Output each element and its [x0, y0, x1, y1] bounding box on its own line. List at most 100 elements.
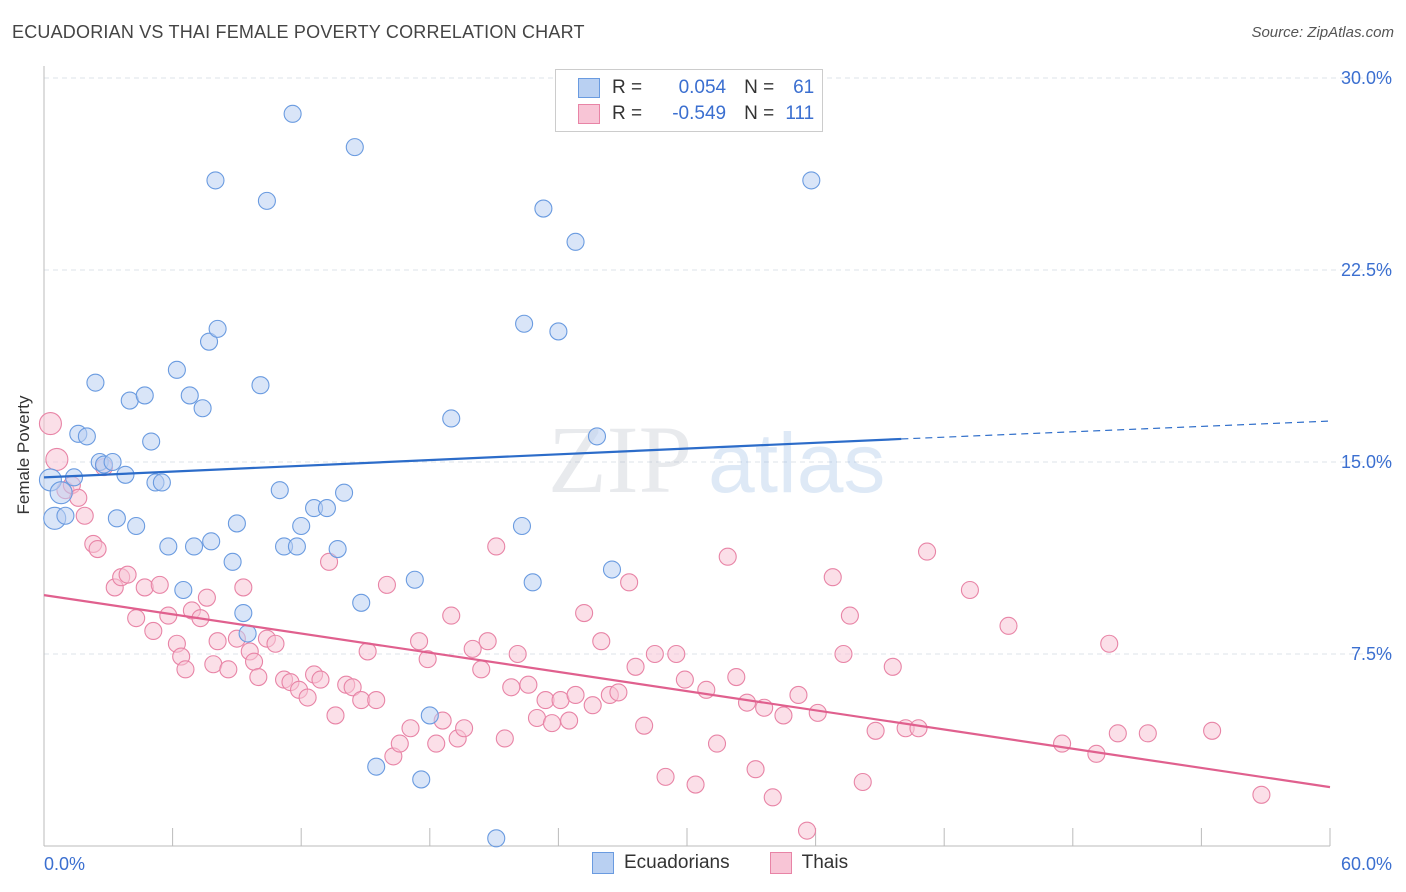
- thais-point: [219, 660, 238, 679]
- thais-point: [609, 683, 628, 702]
- ecuadorians-point: [86, 373, 105, 392]
- thais-point: [377, 575, 396, 594]
- thais-point: [583, 696, 602, 715]
- ecuadorians-point: [523, 573, 542, 592]
- chart-title: ECUADORIAN VS THAI FEMALE POVERTY CORREL…: [12, 22, 585, 42]
- thais-point: [487, 537, 506, 556]
- legend-r-label: R =: [612, 103, 643, 124]
- ecuadorians-point: [283, 104, 302, 123]
- thais-point: [808, 703, 827, 722]
- thais-point: [244, 652, 264, 671]
- thais-point: [853, 772, 872, 792]
- thais-point: [478, 632, 497, 651]
- grid-lines: [44, 77, 1392, 655]
- thais-point: [866, 721, 885, 740]
- legend-box: R = 0.054 N = 61 R = -0.549 N = 111: [555, 69, 823, 132]
- thais-point: [455, 719, 474, 738]
- legend-row-thais: R = -0.549 N = 111: [578, 102, 814, 126]
- thais-point: [592, 632, 611, 651]
- thais-point: [320, 552, 339, 571]
- ecuadorians-point: [566, 232, 585, 251]
- thais-point: [45, 447, 69, 471]
- thais-point: [999, 616, 1018, 635]
- ecuadorians-point: [602, 560, 622, 579]
- thais-point: [727, 667, 746, 687]
- ecuadorians-point: [412, 770, 431, 789]
- thais-point: [918, 542, 937, 561]
- ecuadorians-point: [120, 391, 139, 410]
- thais-point: [656, 767, 675, 786]
- thais-point: [352, 691, 371, 710]
- thais-point: [620, 573, 639, 592]
- thais-point: [960, 580, 979, 600]
- bottom-legend-ecuadorians: Ecuadorians: [592, 852, 730, 874]
- thais-point: [718, 547, 737, 566]
- thais-point: [823, 568, 842, 587]
- tick-labels: 7.5% 15.0% 22.5% 30.0% 0.0% 60.0%: [44, 68, 1392, 874]
- x-tick-label: 60.0%: [1341, 854, 1392, 874]
- ecuadorians-point: [49, 481, 73, 505]
- ecuadorians-point: [287, 537, 306, 556]
- ecuadorians-point: [487, 829, 506, 848]
- bottom-legend: Ecuadorians Thais: [592, 852, 888, 874]
- ecuadorians-point: [442, 409, 461, 428]
- thais-point: [234, 578, 253, 597]
- thais-point: [410, 632, 429, 651]
- thais-point: [527, 708, 547, 728]
- thais-point: [401, 719, 420, 738]
- ecuadorians-point: [193, 399, 212, 418]
- ecuadorians-point: [206, 171, 225, 190]
- thais-point: [144, 621, 163, 641]
- legend-r-label: R =: [612, 77, 643, 98]
- ecuadorians-point: [420, 706, 439, 725]
- ecuadorians-point: [227, 514, 246, 533]
- ecuadorians-point: [202, 532, 221, 551]
- trend-lines: [43, 420, 1331, 789]
- ecuadorians-point: [180, 386, 199, 405]
- data-points: [38, 104, 1271, 848]
- ecuadorians-point: [238, 624, 257, 643]
- y-tick-label: 15.0%: [1341, 452, 1392, 472]
- thais-point: [840, 606, 859, 625]
- thais-point: [519, 675, 538, 694]
- bottom-legend-label: Ecuadorians: [624, 852, 730, 873]
- ecuadorians-point: [515, 314, 534, 333]
- thais-point: [427, 734, 446, 753]
- thais-point: [472, 660, 491, 679]
- thais-point: [1252, 785, 1271, 804]
- thais-point: [390, 734, 409, 753]
- thais-point: [208, 632, 227, 651]
- thais-point: [626, 657, 645, 676]
- axes: [43, 66, 1331, 847]
- thais-point: [135, 578, 154, 597]
- legend-n-value: 111: [785, 103, 815, 124]
- y-axis-label: Female Poverty: [14, 395, 33, 515]
- thais-point: [127, 609, 146, 628]
- ecuadorians-point: [208, 319, 227, 338]
- watermark-atlas: atlas: [708, 416, 885, 510]
- thais-point: [502, 678, 521, 697]
- bottom-legend-label: Thais: [801, 852, 849, 873]
- thais-point: [150, 575, 169, 594]
- ecuadorians-point: [56, 506, 75, 525]
- ecuadorians-point: [199, 332, 219, 351]
- thais-point: [343, 678, 362, 697]
- thais-point: [1138, 724, 1157, 743]
- thais-point: [686, 775, 705, 794]
- legend-n-label: N =: [744, 77, 775, 98]
- bottom-legend-swatch-thais: [769, 852, 792, 874]
- thais-point: [575, 603, 594, 623]
- ecuadorians-point: [77, 427, 96, 446]
- thais-point: [635, 716, 654, 735]
- ecuadorians-point: [234, 603, 253, 623]
- thais-point: [508, 644, 527, 664]
- thais-point: [566, 685, 585, 705]
- series-ecuadorians: [38, 104, 821, 848]
- thais-trend-line: [43, 594, 1331, 789]
- thais-point: [176, 660, 195, 679]
- ecuadorians-trend-extension: [901, 420, 1331, 440]
- thais-point: [675, 670, 694, 689]
- ecuadorians-point: [534, 199, 553, 218]
- ecuadorians-point: [328, 539, 347, 559]
